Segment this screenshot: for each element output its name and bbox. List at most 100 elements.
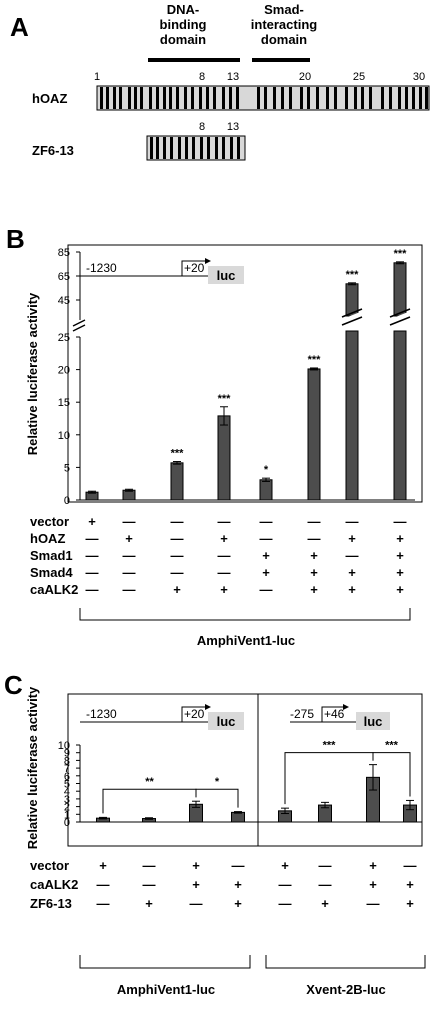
condition-sign-c: +: [99, 858, 107, 873]
significance-label-b: ***: [308, 354, 322, 366]
condition-sign-b: +: [348, 582, 356, 597]
condition-sign-b: —: [171, 531, 184, 546]
panel-c: C -1230 +20 luc -275 +46 luc Relative lu…: [4, 670, 426, 997]
condition-sign-c: —: [143, 877, 156, 892]
condition-sign-b: +: [396, 531, 404, 546]
condition-sign-b: —: [218, 565, 231, 580]
condition-table-b: vector hOAZ Smad1 Smad4 caALK2 + — — — — — + — — — — — — —…: [30, 514, 407, 597]
condition-sign-b: —: [123, 548, 136, 563]
bar-break-mark: [341, 316, 363, 326]
luc-label-b: luc: [217, 268, 236, 283]
zinc-finger-stripe: [425, 87, 428, 109]
condition-sign-b: +: [310, 548, 318, 563]
zinc-finger-stripe: [369, 87, 372, 109]
y-tick-label-c: 10: [58, 740, 70, 752]
condition-sign-c: +: [406, 896, 414, 911]
condition-sign-c: +: [234, 896, 242, 911]
y-tick-label-c: 7: [64, 763, 70, 775]
panel-b-letter: B: [6, 224, 25, 254]
condition-sign-c: +: [192, 877, 200, 892]
significance-label-b: ***: [171, 448, 185, 460]
zinc-finger-stripe: [200, 137, 203, 159]
condition-sign-b: +: [310, 582, 318, 597]
bar-b: [393, 330, 407, 501]
zinc-finger-stripe: [163, 137, 166, 159]
y-tick-label-c: 0: [64, 817, 70, 829]
reporter-name-c1: AmphiVent1-luc: [117, 982, 215, 997]
significance-label-b: ***: [394, 248, 408, 260]
y-tick-label-c: 1: [64, 809, 70, 821]
position-13: 13: [227, 71, 239, 83]
significance-label-b: *: [264, 464, 269, 476]
bar-c: [231, 811, 245, 823]
condition-label-c: vector: [30, 858, 69, 873]
position-1: 1: [94, 71, 100, 83]
condition-sign-b: —: [171, 514, 184, 529]
condition-sign-c: —: [232, 858, 245, 873]
condition-label-c: caALK2: [30, 877, 78, 892]
condition-sign-b: —: [123, 582, 136, 597]
reporter-name-c2: Xvent-2B-luc: [306, 982, 385, 997]
zinc-finger-stripe: [178, 137, 181, 159]
promoter-end-c2: +46: [324, 707, 345, 721]
reporter-bracket-c2: [265, 955, 426, 969]
condition-sign-b: —: [346, 514, 359, 529]
comparison-bracket: [284, 752, 374, 805]
condition-table-c: vector caALK2 ZF6-13 + — — — — + + + — — + + + — — — — + + + — —…: [30, 858, 417, 911]
y-tick-label-c: 8: [64, 755, 70, 767]
zinc-finger-stripe: [199, 87, 202, 109]
condition-sign-c: +: [406, 877, 414, 892]
smad-domain-line-3: domain: [261, 32, 307, 47]
zinc-finger-stripe: [191, 87, 194, 109]
zinc-finger-stripe: [281, 87, 284, 109]
significance-label-b: ***: [346, 269, 360, 281]
y-tick-label-c: 2: [64, 802, 70, 814]
zinc-finger-stripe: [230, 137, 233, 159]
bar-b: [393, 262, 407, 317]
zinc-finger-stripe: [389, 87, 392, 109]
y-tick-label-c: 3: [64, 794, 70, 806]
condition-sign-c: —: [319, 877, 332, 892]
condition-sign-b: +: [396, 565, 404, 580]
zf6-13-zinc-fingers: [150, 137, 240, 159]
zinc-finger-stripe: [354, 87, 357, 109]
y-tick-label-b: 85: [58, 247, 70, 259]
condition-sign-c: —: [367, 896, 380, 911]
zinc-finger-stripe: [229, 87, 232, 109]
promoter-start-b: -1230: [86, 261, 117, 275]
condition-sign-b: +: [125, 531, 133, 546]
condition-sign-c: +: [234, 877, 242, 892]
tss-arrowhead-b: [205, 258, 211, 264]
condition-sign-b: +: [348, 531, 356, 546]
zinc-finger-stripe: [419, 87, 422, 109]
luc-box-c1: [208, 712, 244, 730]
condition-sign-b: —: [346, 548, 359, 563]
zinc-finger-stripe: [334, 87, 337, 109]
zinc-finger-stripe: [134, 87, 137, 109]
condition-sign-c: +: [321, 896, 329, 911]
reporter-name-b: AmphiVent1-luc: [197, 633, 295, 648]
bar-b: [307, 368, 321, 501]
condition-label-b: Smad4: [30, 565, 73, 580]
hoaz-label: hOAZ: [32, 91, 67, 106]
zf-position-8: 8: [199, 121, 205, 133]
tss-arrow-c1: [181, 706, 205, 722]
y-tick-label-b: 65: [58, 271, 70, 283]
zinc-finger-stripe: [361, 87, 364, 109]
condition-sign-b: —: [260, 531, 273, 546]
bar-b: [345, 330, 359, 501]
zinc-finger-stripe: [207, 137, 210, 159]
panel-a-letter: A: [10, 12, 29, 42]
tss-arrow-b: [181, 260, 205, 276]
comparison-bracket: [102, 788, 197, 814]
zinc-finger-stripe: [215, 137, 218, 159]
condition-label-c: ZF6-13: [30, 896, 72, 911]
comparison-label: **: [145, 776, 154, 788]
panel-b: B -1230 +20 luc Relative luciferase acti…: [6, 224, 423, 648]
panel-a: A DNA- binding domain Smad- interacting …: [10, 2, 430, 161]
condition-sign-b: —: [218, 514, 231, 529]
position-8: 8: [199, 71, 205, 83]
zinc-finger-stripe: [156, 137, 159, 159]
condition-sign-c: —: [279, 896, 292, 911]
zinc-finger-stripe: [156, 87, 159, 109]
